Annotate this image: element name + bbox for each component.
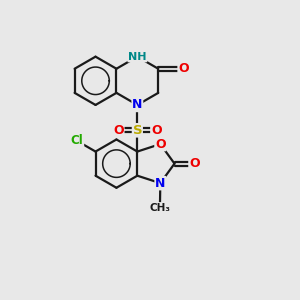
- Text: O: O: [189, 157, 200, 170]
- Text: S: S: [133, 124, 142, 137]
- Text: O: O: [113, 124, 124, 137]
- Text: O: O: [155, 138, 166, 151]
- Text: N: N: [155, 177, 166, 190]
- Text: O: O: [151, 124, 161, 137]
- Text: CH₃: CH₃: [149, 203, 170, 213]
- Text: N: N: [132, 98, 142, 111]
- Text: O: O: [178, 62, 189, 75]
- Text: NH: NH: [128, 52, 147, 62]
- Text: Cl: Cl: [71, 134, 83, 147]
